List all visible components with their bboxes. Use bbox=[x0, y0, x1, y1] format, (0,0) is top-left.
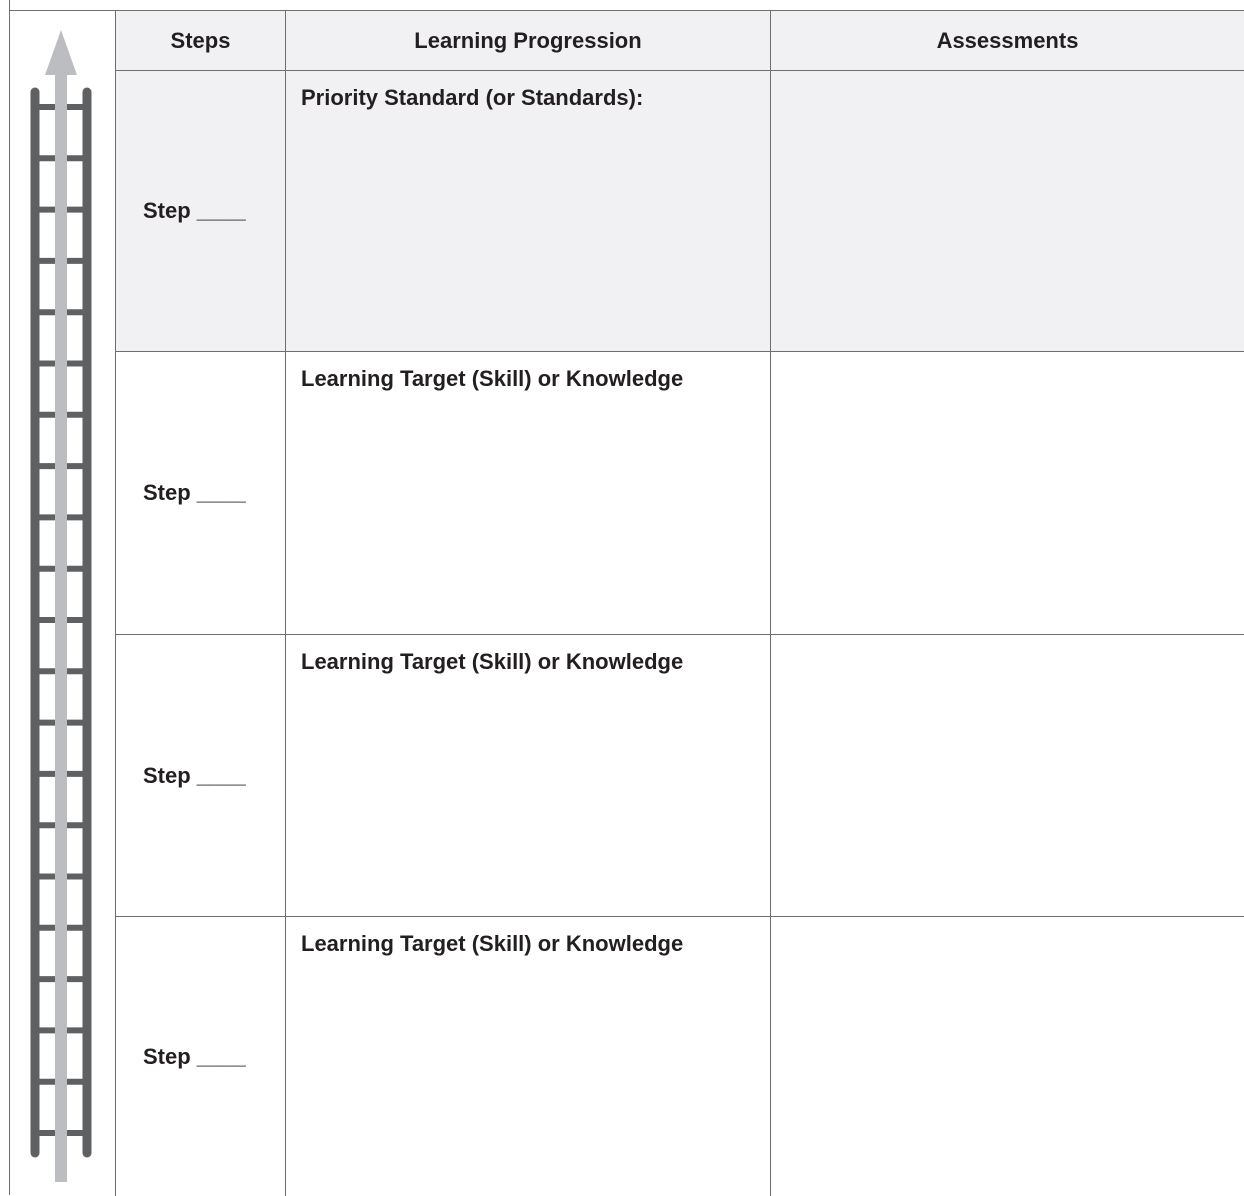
progression-cell: Priority Standard (or Standards): bbox=[285, 70, 770, 351]
arrow-shaft bbox=[55, 70, 67, 1182]
column-header: Assessments bbox=[770, 10, 1244, 70]
assessment-cell bbox=[770, 70, 1244, 351]
step-cell: Step ____ bbox=[115, 351, 285, 634]
assessment-cell bbox=[770, 916, 1244, 1196]
progression-cell: Learning Target (Skill) or Knowledge bbox=[285, 634, 770, 916]
progression-cell: Learning Target (Skill) or Knowledge bbox=[285, 351, 770, 634]
assessment-cell bbox=[770, 351, 1244, 634]
progression-cell: Learning Target (Skill) or Knowledge bbox=[285, 916, 770, 1196]
column-header: Steps bbox=[115, 10, 285, 70]
step-cell: Step ____ bbox=[115, 70, 285, 351]
assessment-cell bbox=[770, 634, 1244, 916]
ladder-graphic bbox=[30, 30, 92, 1182]
frame-left bbox=[9, 0, 10, 1195]
column-header: Learning Progression bbox=[285, 10, 770, 70]
arrow-head bbox=[45, 30, 77, 75]
step-cell: Step ____ bbox=[115, 916, 285, 1196]
step-cell: Step ____ bbox=[115, 634, 285, 916]
